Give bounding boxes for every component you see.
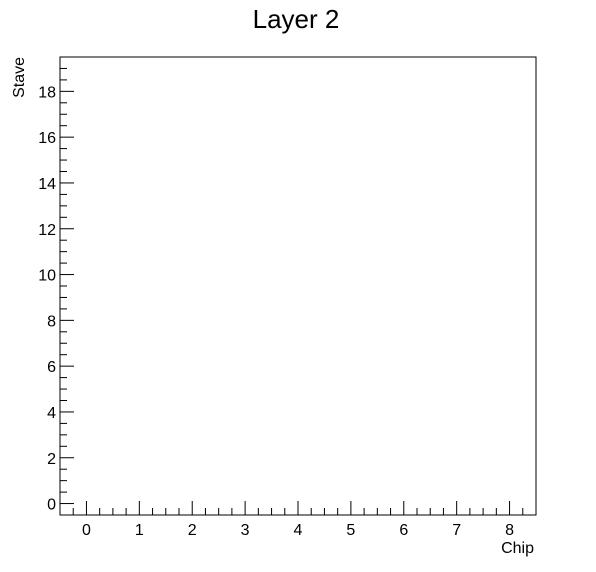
y-axis-ticks: 0 2 4 6 8 10 12 14 16 18: [38, 56, 74, 516]
y-tick-label: 16: [38, 130, 56, 147]
x-tick-label: 1: [135, 522, 144, 539]
chart-title: Layer 2: [253, 4, 340, 34]
x-tick-label: 3: [241, 522, 250, 539]
x-tick-label: 0: [82, 522, 91, 539]
y-tick-label: 10: [38, 268, 56, 285]
x-axis-label: Chip: [501, 540, 534, 557]
y-tick-label: 6: [47, 359, 56, 376]
y-tick-label: 4: [47, 405, 56, 422]
x-tick-label: 4: [294, 522, 303, 539]
y-tick-label: 0: [47, 497, 56, 514]
x-tick-label: 7: [452, 522, 461, 539]
x-tick-label: 8: [505, 522, 514, 539]
x-tick-label: 2: [188, 522, 197, 539]
y-tick-label: 14: [38, 176, 56, 193]
x-axis-ticks: 0 1 2 3 4 5 6 7 8: [59, 501, 537, 539]
y-tick-label: 8: [47, 313, 56, 330]
x-tick-label: 5: [346, 522, 355, 539]
y-axis-label: Stave: [11, 57, 28, 98]
x-tick-label: 6: [399, 522, 408, 539]
y-tick-label: 18: [38, 84, 56, 101]
y-tick-label: 12: [38, 222, 56, 239]
y-tick-label: 2: [47, 451, 56, 468]
plot-frame: [59, 56, 537, 516]
